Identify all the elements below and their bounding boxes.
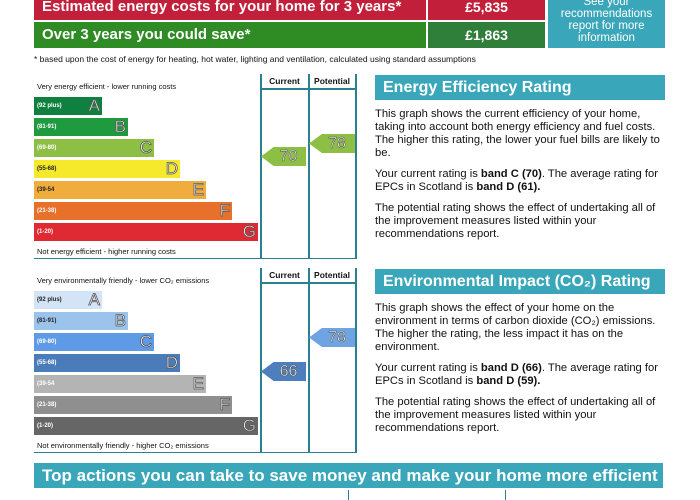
band-e: (39-54 E [34,374,206,393]
column-divider [308,74,310,258]
top-actions-banner: Top actions you can take to save money a… [34,463,663,488]
chart-bottom-label: Not environmentally friendly - higher CO… [37,441,209,450]
env-potential-text: The potential rating shows the effect of… [375,396,656,434]
savings-label: Over 3 years you could save* [34,22,426,48]
band-g: (1-20) G [34,222,258,241]
env-description: This graph shows the effect of your home… [375,302,656,353]
band-c: (69-80) C [34,138,154,157]
band-a: (92 plus) A [34,96,102,115]
environmental-impact-panel: Environmental Impact (CO₂) Rating This g… [375,269,665,435]
band-e: (39-54 E [34,180,206,199]
header-rule [260,88,357,90]
energy-efficiency-chart: Current Potential Very energy efficient - … [34,74,357,259]
footnote: * based upon the cost of energy for heat… [34,54,476,64]
band-b: (81-91) B [34,117,128,136]
band-b: (81-91) B [34,311,128,330]
header-rule [260,282,357,284]
potential-header: Potential [314,270,350,280]
chart-top-label: Very energy efficient - lower running co… [37,82,177,91]
energy-current-rating: Your current rating is band C (70). The … [375,168,658,193]
potential-rating-arrow: 78 [309,134,355,153]
current-header: Current [269,270,300,280]
potential-rating-arrow: 78 [309,328,355,347]
divider [348,490,349,500]
band-d: (55-68) D [34,159,180,178]
chart-bottom-label: Not energy efficient - higher running co… [37,247,176,256]
column-divider [355,268,357,452]
environmental-impact-chart: Current Potential Very environmentally fri… [34,268,357,453]
energy-description: This graph shows the current efficiency … [375,108,660,159]
column-divider [355,74,357,258]
estimated-costs-value: £5,835 [428,0,545,20]
energy-efficiency-title: Energy Efficiency Rating [375,75,665,100]
chart-top-label: Very environmentally friendly - lower CO… [37,276,210,285]
environmental-impact-title: Environmental Impact (CO₂) Rating [375,269,665,294]
band-g: (1-20) G [34,416,258,435]
env-current-rating: Your current rating is band D (66). The … [375,362,658,387]
savings-value: £1,863 [428,22,545,48]
divider [505,490,506,500]
current-rating-arrow: 70 [261,147,306,166]
estimated-costs-label: Estimated energy costs for your home for… [34,0,426,20]
current-header: Current [269,76,300,86]
band-f: (21-38) F [34,201,232,220]
band-d: (55-68) D [34,353,180,372]
column-divider [308,268,310,452]
energy-potential-text: The potential rating shows the effect of… [375,202,656,240]
recommendations-link[interactable]: See your recommendations report for more… [548,0,665,48]
band-f: (21-38) F [34,395,232,414]
potential-header: Potential [314,76,350,86]
column-divider [260,74,262,258]
band-c: (69-80) C [34,332,154,351]
current-rating-arrow: 66 [261,362,306,381]
column-divider [260,268,262,452]
band-a: (92 plus) A [34,290,102,309]
energy-efficiency-panel: Energy Efficiency Rating This graph show… [375,75,665,241]
